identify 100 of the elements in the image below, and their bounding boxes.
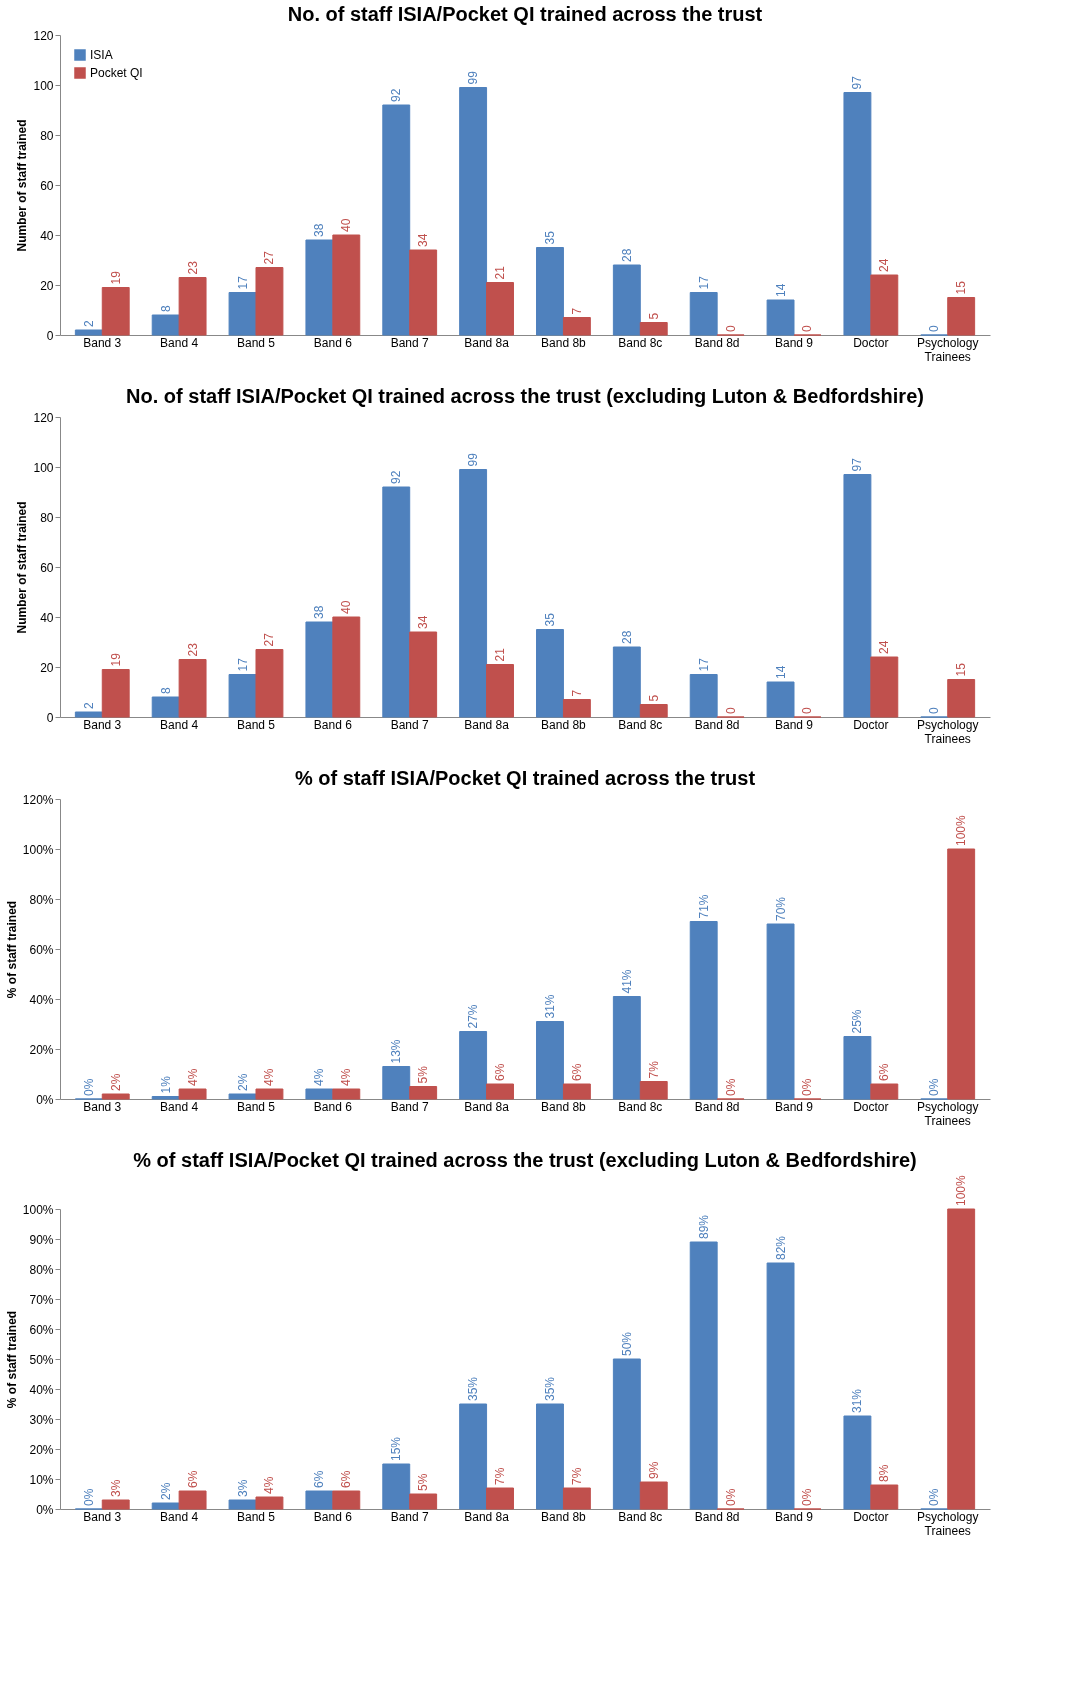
bar bbox=[612, 264, 641, 336]
y-tick-label: 100 bbox=[33, 460, 54, 475]
data-label: 2% bbox=[158, 1482, 173, 1500]
y-tick-label: 70% bbox=[29, 1292, 54, 1307]
data-label: 7% bbox=[493, 1467, 508, 1485]
bar bbox=[870, 274, 899, 336]
y-tick-label: 60 bbox=[40, 178, 54, 193]
y-tick-label: 0% bbox=[36, 1502, 54, 1517]
data-label: 27% bbox=[466, 1004, 481, 1029]
data-label: 17 bbox=[235, 275, 250, 290]
y-axis-title: % of staff trained bbox=[4, 1310, 19, 1409]
bar bbox=[382, 1463, 411, 1510]
data-label: 14 bbox=[773, 283, 788, 297]
bar bbox=[459, 1403, 488, 1510]
bar bbox=[101, 1093, 130, 1100]
x-tick-label: Doctor bbox=[853, 1099, 889, 1114]
data-label: 8% bbox=[877, 1464, 892, 1482]
x-tick-label: Band 3 bbox=[83, 1099, 122, 1114]
y-tick-label: 40% bbox=[29, 1382, 54, 1397]
y-tick-label: 80% bbox=[29, 892, 54, 907]
data-label: 0% bbox=[723, 1078, 738, 1096]
bar bbox=[459, 469, 488, 718]
bar bbox=[332, 1088, 361, 1100]
bar bbox=[843, 474, 872, 718]
data-label: 71% bbox=[696, 894, 711, 919]
data-label: 24 bbox=[877, 640, 892, 654]
x-tick-label: Band 8d bbox=[694, 335, 740, 350]
bar bbox=[843, 1415, 872, 1510]
data-label: 0% bbox=[81, 1488, 96, 1506]
x-tick-label: Band 8c bbox=[618, 717, 663, 732]
bar bbox=[843, 92, 872, 336]
y-tick-label: 120% bbox=[22, 792, 54, 807]
data-label: 19 bbox=[108, 652, 123, 667]
data-label: 2% bbox=[108, 1073, 123, 1091]
y-tick-label: 100% bbox=[22, 1202, 54, 1217]
data-label: 35 bbox=[542, 612, 557, 627]
data-label: 23 bbox=[185, 642, 200, 657]
data-label: 7% bbox=[646, 1060, 661, 1079]
x-tick-label: Band 9 bbox=[774, 335, 814, 350]
bar bbox=[947, 1208, 976, 1510]
data-label: 0% bbox=[81, 1078, 96, 1096]
data-label: 82% bbox=[773, 1235, 788, 1260]
bar bbox=[870, 656, 899, 718]
bar bbox=[178, 1490, 207, 1510]
x-tick-label: Band 8a bbox=[464, 1099, 510, 1114]
bar bbox=[536, 1403, 564, 1510]
data-label: 0 bbox=[800, 325, 815, 332]
bar bbox=[305, 1088, 334, 1100]
bar bbox=[562, 699, 591, 718]
data-label: 19 bbox=[108, 270, 123, 285]
data-label: 31% bbox=[850, 1388, 865, 1413]
data-label: 99 bbox=[466, 452, 481, 467]
data-label: 99 bbox=[466, 70, 481, 85]
bar bbox=[74, 329, 103, 336]
data-label: 4% bbox=[262, 1476, 277, 1494]
x-tick-label: Band 6 bbox=[313, 335, 353, 350]
data-label: 14 bbox=[773, 665, 788, 679]
bar bbox=[843, 1036, 872, 1100]
bar bbox=[689, 292, 718, 336]
bar bbox=[101, 669, 130, 718]
bar bbox=[382, 1066, 411, 1100]
bar bbox=[536, 247, 564, 336]
data-label: 40 bbox=[339, 218, 354, 232]
y-tick-label: 120 bbox=[33, 410, 54, 425]
bar bbox=[332, 1490, 361, 1510]
data-label: 70% bbox=[773, 896, 788, 921]
x-tick-label: Band 9 bbox=[774, 1509, 814, 1524]
data-label: 0 bbox=[927, 325, 942, 332]
data-label: 3% bbox=[235, 1479, 250, 1497]
bar bbox=[151, 314, 180, 336]
x-tick-label: Band 8a bbox=[464, 335, 510, 350]
bar bbox=[947, 297, 976, 336]
bar bbox=[639, 704, 668, 718]
bar bbox=[486, 664, 514, 718]
y-tick-label: 40 bbox=[40, 610, 54, 625]
x-tick-label: Band 8a bbox=[464, 717, 510, 732]
x-tick-label: Band 5 bbox=[236, 1099, 276, 1114]
data-label: 17 bbox=[696, 657, 711, 672]
bar bbox=[101, 287, 130, 336]
chart-title: No. of staff ISIA/Pocket QI trained across the trust bbox=[287, 3, 763, 25]
data-label: 38 bbox=[312, 605, 327, 619]
data-label: 89% bbox=[696, 1214, 711, 1239]
bar bbox=[382, 486, 411, 718]
data-label: 23 bbox=[185, 260, 200, 275]
bar bbox=[766, 299, 795, 336]
data-label: 15 bbox=[954, 662, 969, 677]
data-label: 31% bbox=[542, 994, 557, 1019]
bar bbox=[486, 1083, 514, 1100]
data-label: 7% bbox=[569, 1467, 584, 1485]
x-tick-label: Band 8c bbox=[618, 1509, 663, 1524]
data-label: 27 bbox=[262, 250, 277, 265]
bar bbox=[332, 616, 361, 718]
bar bbox=[562, 1083, 591, 1100]
chart-title: % of staff ISIA/Pocket QI trained across the trust (excluding Luton & Bedfordshire) bbox=[133, 1149, 917, 1172]
data-label: 1% bbox=[158, 1075, 173, 1094]
data-label: 17 bbox=[235, 657, 250, 672]
y-tick-label: 90% bbox=[29, 1232, 54, 1247]
y-axis-title: Number of staff trained bbox=[15, 119, 30, 252]
data-label: 0 bbox=[723, 707, 738, 714]
data-label: 5% bbox=[416, 1473, 431, 1491]
